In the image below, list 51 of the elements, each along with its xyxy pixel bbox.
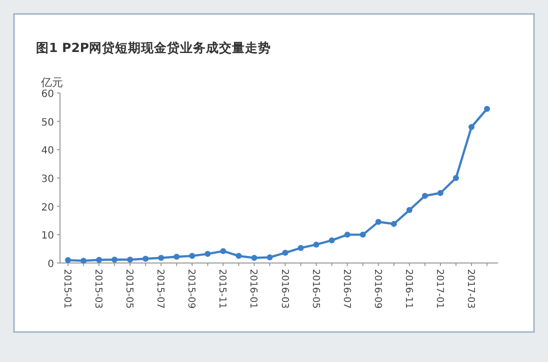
point xyxy=(204,250,211,257)
x-tick-label: 2015-11 xyxy=(216,269,228,309)
point xyxy=(390,220,397,227)
point xyxy=(266,254,273,260)
point xyxy=(174,254,180,260)
y-tick-label: 20 xyxy=(41,202,54,214)
point xyxy=(484,106,490,112)
y-tick-label: 50 xyxy=(41,117,54,128)
x-tick-label: 2015-03 xyxy=(92,269,104,309)
point xyxy=(437,190,444,196)
point xyxy=(236,252,242,259)
point xyxy=(360,232,366,238)
point xyxy=(142,256,149,262)
x-tick-label: 2016-05 xyxy=(310,269,321,309)
point xyxy=(220,248,226,254)
y-tick-label: 0 xyxy=(48,259,54,270)
y-axis-title: 亿元 xyxy=(40,76,63,89)
x-tick-label: 2016-01 xyxy=(248,269,259,309)
point xyxy=(127,256,134,263)
y-tick-label: 40 xyxy=(41,146,54,157)
point xyxy=(80,258,87,264)
point xyxy=(158,254,164,261)
point xyxy=(406,207,412,214)
x-tick-label: 2017-03 xyxy=(464,269,476,309)
x-tick-label: 2016-03 xyxy=(278,269,290,309)
chart-title: 图1 P2P网贷短期现金贷业务成交量走势 xyxy=(36,40,272,55)
point xyxy=(112,256,118,263)
point xyxy=(468,124,474,130)
point xyxy=(328,237,335,244)
x-tick-label: 2016-07 xyxy=(340,269,352,309)
point xyxy=(251,254,258,261)
point xyxy=(422,192,428,199)
x-tick-label: 2016-09 xyxy=(372,269,383,309)
point xyxy=(282,250,288,256)
point xyxy=(298,244,304,251)
point xyxy=(344,232,350,238)
point xyxy=(452,175,459,181)
x-tick-label: 2015-09 xyxy=(186,269,197,309)
point xyxy=(375,218,382,225)
x-tick-label: 2015-05 xyxy=(124,269,135,309)
point xyxy=(313,242,320,248)
point xyxy=(96,256,102,263)
y-tick-label: 60 xyxy=(41,89,54,100)
x-tick-label: 2015-01 xyxy=(62,269,72,309)
y-tick-label: 10 xyxy=(41,230,54,242)
x-tick-label: 2016-11 xyxy=(402,269,414,309)
point xyxy=(189,252,196,259)
y-tick-label: 30 xyxy=(41,174,54,185)
point xyxy=(65,257,71,264)
x-tick-label: 2017-01 xyxy=(434,269,445,309)
x-tick-label: 2015-07 xyxy=(154,269,166,309)
